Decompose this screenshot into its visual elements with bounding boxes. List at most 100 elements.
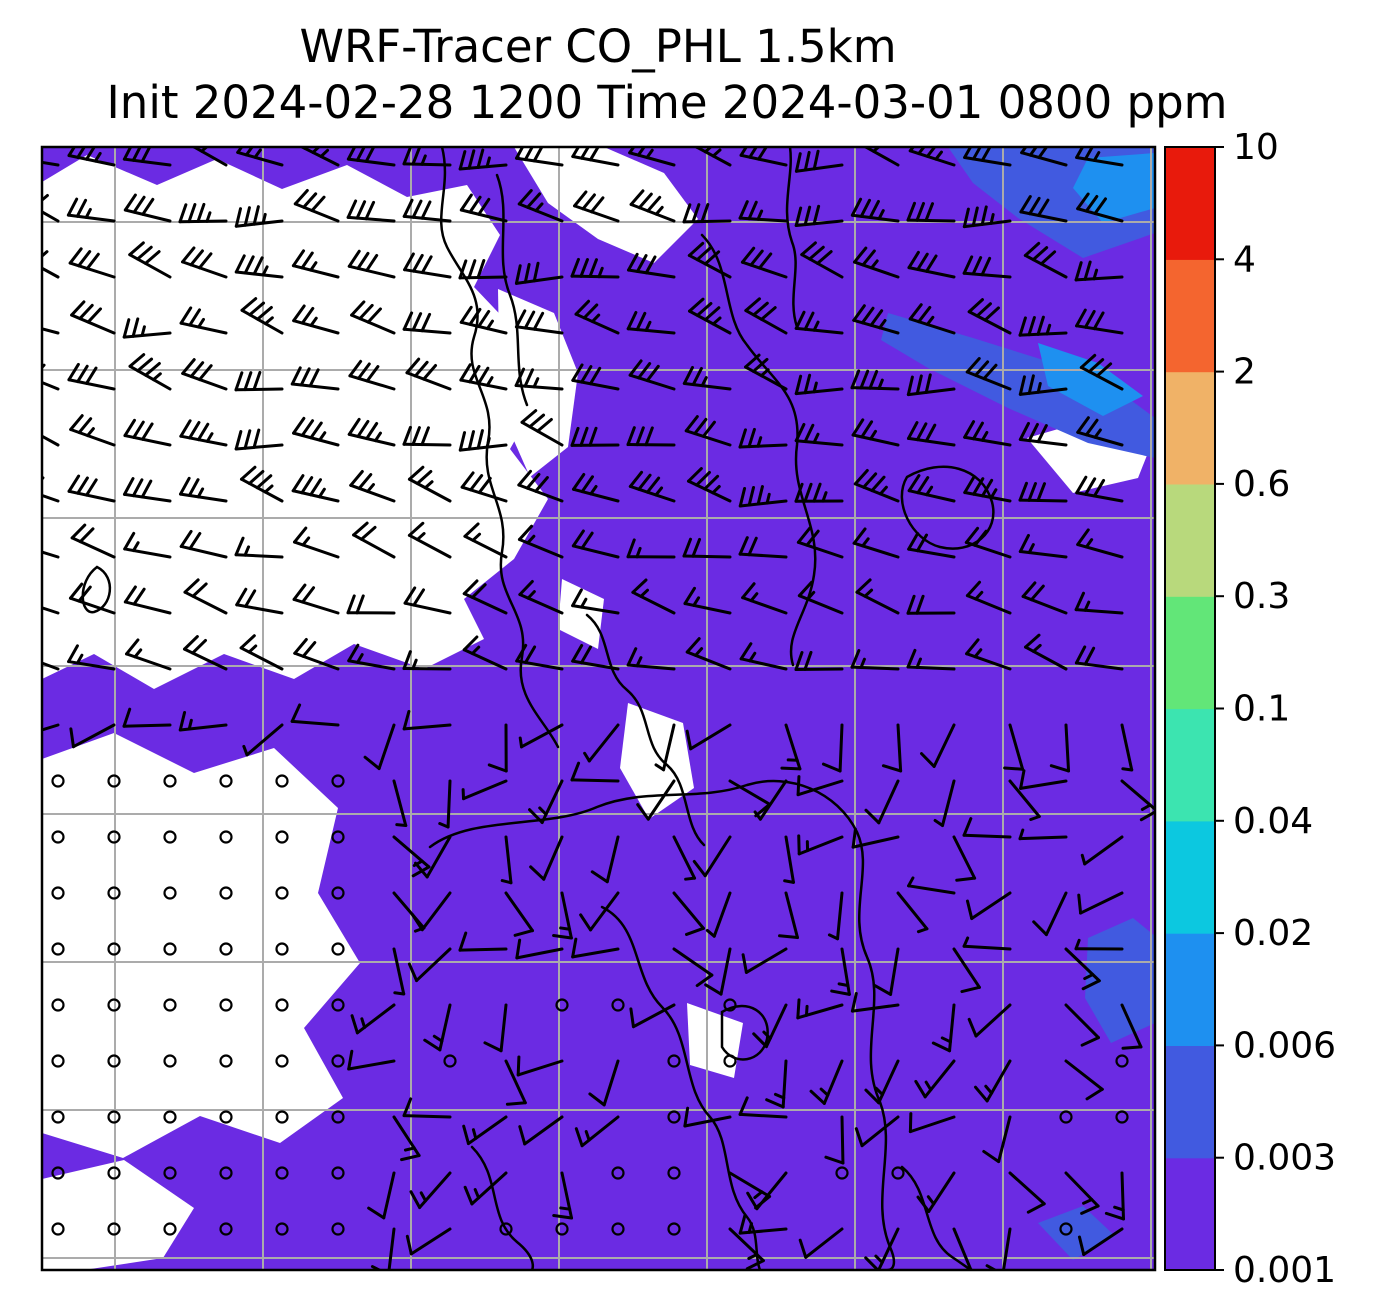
wind-barb-feather: [523, 147, 534, 162]
wind-barb-feather: [514, 367, 526, 387]
wind-barb-feather: [140, 479, 153, 499]
wind-barb-feather: [794, 422, 806, 443]
calm-wind-marker: [51, 830, 65, 844]
low-concentration-patch: [558, 579, 604, 649]
wind-barb-feather: [588, 1092, 606, 1107]
calm-wind-marker: [331, 1110, 345, 1124]
wind-barb-shaft: [605, 835, 620, 884]
wind-barb-feather: [965, 638, 980, 656]
wind-barb-feather: [300, 476, 314, 495]
wind-barb-feather: [864, 808, 881, 825]
wind-barb-half-feather: [1092, 151, 1101, 162]
calm-wind-marker: [163, 1054, 177, 1068]
wind-barb-half-feather: [317, 487, 326, 499]
wind-barb-feather: [132, 195, 146, 214]
wind-barb-feather: [467, 430, 475, 451]
wind-barb-feather: [365, 421, 379, 441]
wind-barb-shaft: [1083, 835, 1124, 866]
calm-wind-marker: [555, 998, 569, 1012]
calm-wind-marker: [219, 830, 233, 844]
wind-barb-half-feather: [783, 879, 795, 884]
wind-barb-feather: [859, 369, 870, 390]
wind-barb-feather: [1020, 147, 1028, 155]
wind-barb-feather: [67, 474, 81, 493]
calm-wind-marker: [723, 998, 737, 1012]
wind-barb-feather: [532, 311, 545, 331]
calm-wind-marker: [835, 1166, 849, 1180]
wind-barb-feather: [1074, 591, 1085, 612]
wind-barb-half-feather: [196, 487, 205, 499]
wind-barb-feather: [800, 241, 817, 257]
wind-barb-feather: [462, 1124, 470, 1146]
wind-barb-feather: [42, 309, 43, 313]
wind-barb-shaft: [836, 891, 844, 941]
wind-barb-shaft: [689, 723, 732, 751]
wind-barb-half-feather: [33, 426, 40, 432]
wind-barb-feather: [248, 301, 266, 317]
wind-barb-feather: [1029, 584, 1045, 602]
wind-barb-feather: [141, 422, 154, 441]
wind-barb-feather: [355, 594, 365, 615]
wind-barb-feather: [870, 475, 886, 493]
wind-barb-half-feather: [863, 588, 874, 598]
wind-barb-feather: [700, 203, 710, 224]
wind-barb-feather: [239, 634, 256, 650]
wind-barb-feather: [526, 192, 542, 209]
wind-barb-half-feather: [1074, 938, 1081, 951]
wind-barb-feather: [573, 190, 588, 208]
wind-barb-shaft: [570, 778, 620, 783]
wind-barb-feather: [571, 529, 585, 548]
wind-barb-feather: [861, 249, 876, 267]
wind-barb-feather: [131, 317, 140, 338]
wind-barb-shaft: [504, 835, 513, 885]
wind-barb-half-feather: [518, 736, 524, 749]
wind-barb-half-feather: [872, 147, 881, 153]
wind-barb-half-feather: [654, 486, 664, 497]
wind-barb-half-feather: [1080, 853, 1087, 866]
wind-barb-feather: [400, 1154, 421, 1162]
wind-barb-feather: [183, 635, 199, 651]
calm-wind-marker: [51, 1166, 65, 1180]
wind-barb-shaft: [646, 779, 676, 821]
colorbar-segment: [1165, 1157, 1215, 1271]
wind-barb-half-feather: [925, 485, 934, 497]
wind-barbs: [14, 147, 1155, 1270]
wind-barb-half-feather: [93, 151, 102, 163]
wind-barb-shaft: [516, 1059, 564, 1077]
wind-barb-feather: [483, 1041, 503, 1053]
wind-barb-feather: [812, 204, 821, 226]
wind-barb-feather: [198, 252, 213, 270]
wind-barb-half-feather: [579, 597, 588, 609]
wind-barb-shaft: [784, 891, 799, 940]
wind-barb-feather: [631, 578, 648, 594]
wind-barb-feather: [803, 150, 811, 172]
calm-wind-marker: [667, 1222, 681, 1236]
wind-barb-half-feather: [261, 265, 269, 277]
wind-barb-feather: [974, 360, 990, 377]
wind-barb-feather: [411, 199, 423, 219]
wind-barb-feather: [524, 645, 537, 665]
wind-barb-feather: [122, 147, 133, 161]
wind-barb-feather: [864, 1088, 881, 1105]
wind-barb-feather: [360, 525, 377, 541]
wind-barb-half-feather: [420, 154, 427, 166]
wind-barb-feather: [971, 206, 979, 228]
wind-barb-shaft: [1008, 1171, 1046, 1206]
calm-wind-marker: [275, 1222, 289, 1236]
wind-barb-feather: [1079, 353, 1097, 369]
low-concentration-patch: [42, 1160, 194, 1270]
wind-barb-half-feather: [423, 480, 434, 490]
wind-barb-feather: [14, 585, 25, 599]
wind-barb-feather: [463, 522, 480, 538]
wind-barb-shaft: [908, 1115, 956, 1134]
wind-barb-feather: [291, 249, 306, 268]
wind-barb-feather: [76, 476, 89, 495]
wind-barb-shaft: [758, 779, 788, 821]
wind-barb-feather: [181, 358, 196, 375]
wind-barb-feather: [191, 638, 207, 655]
wind-barb-half-feather: [915, 657, 922, 669]
wind-barb-feather: [300, 251, 314, 270]
wind-barb-feather: [468, 364, 481, 384]
wind-barb-feather: [738, 1096, 749, 1116]
wind-barb-half-feather: [205, 211, 212, 223]
